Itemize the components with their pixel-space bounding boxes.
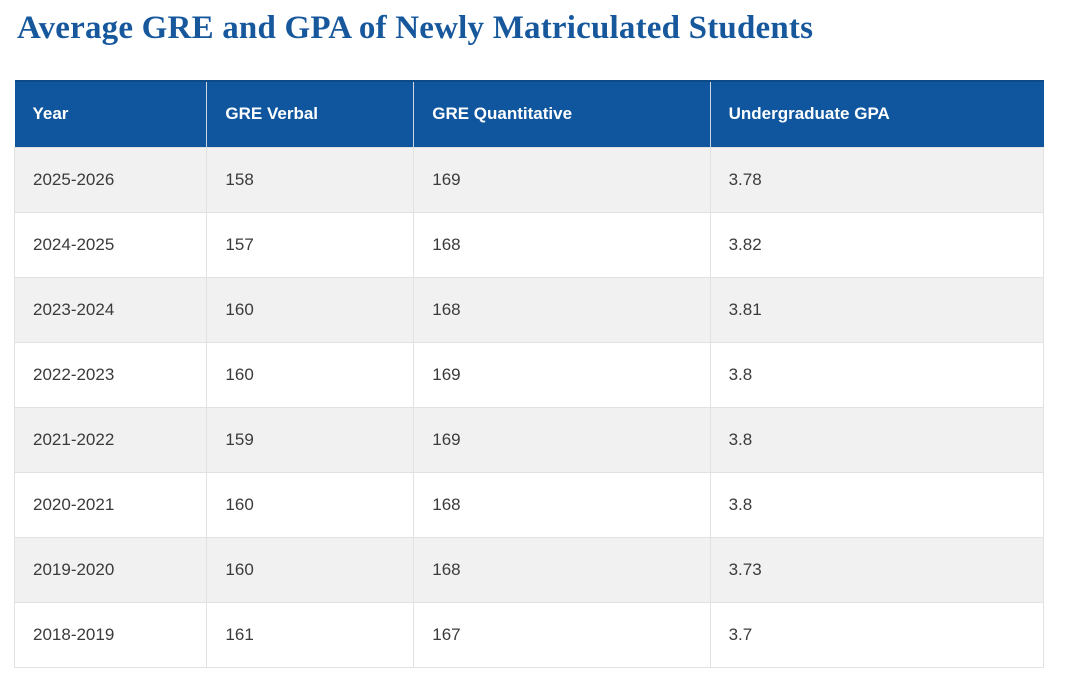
cell-undergraduate-gpa: 3.81	[709, 276, 1045, 343]
cell-year: 2019-2020	[13, 536, 208, 603]
cell-undergraduate-gpa: 3.8	[709, 471, 1045, 538]
cell-gre-quantitative: 169	[413, 406, 711, 473]
table-row: 2019-2020 160 168 3.73	[13, 536, 1045, 603]
column-header-year: Year	[14, 80, 207, 147]
cell-gre-quantitative: 169	[413, 146, 711, 213]
table-header-row: Year GRE Verbal GRE Quantitative Undergr…	[14, 80, 1044, 147]
cell-gre-quantitative: 167	[413, 601, 711, 668]
cell-undergraduate-gpa: 3.8	[709, 406, 1045, 473]
cell-gre-verbal: 157	[206, 211, 415, 278]
cell-gre-verbal: 160	[206, 341, 415, 408]
cell-year: 2020-2021	[13, 471, 208, 538]
cell-gre-quantitative: 169	[413, 341, 711, 408]
page-title: Average GRE and GPA of Newly Matriculate…	[17, 10, 814, 46]
cell-year: 2022-2023	[13, 341, 208, 408]
cell-undergraduate-gpa: 3.78	[709, 146, 1045, 213]
table-row: 2023-2024 160 168 3.81	[13, 276, 1045, 343]
column-header-gre-verbal: GRE Verbal	[206, 80, 414, 147]
column-header-gre-quantitative: GRE Quantitative	[413, 80, 711, 147]
cell-gre-verbal: 160	[206, 471, 415, 538]
cell-year: 2018-2019	[13, 601, 208, 668]
cell-gre-quantitative: 168	[413, 536, 711, 603]
cell-gre-verbal: 160	[206, 536, 415, 603]
column-header-undergraduate-gpa: Undergraduate GPA	[709, 80, 1044, 147]
cell-gre-verbal: 160	[206, 276, 415, 343]
cell-gre-verbal: 159	[206, 406, 415, 473]
table-row: 2021-2022 159 169 3.8	[13, 406, 1045, 473]
cell-gre-quantitative: 168	[413, 211, 711, 278]
table-row: 2020-2021 160 168 3.8	[13, 471, 1045, 538]
cell-gre-verbal: 161	[206, 601, 415, 668]
gre-gpa-table: Year GRE Verbal GRE Quantitative Undergr…	[13, 80, 1045, 668]
cell-gre-quantitative: 168	[413, 471, 711, 538]
cell-undergraduate-gpa: 3.8	[709, 341, 1045, 408]
cell-undergraduate-gpa: 3.7	[709, 601, 1045, 668]
cell-gre-quantitative: 168	[413, 276, 711, 343]
table-row: 2024-2025 157 168 3.82	[13, 211, 1045, 278]
cell-year: 2023-2024	[13, 276, 208, 343]
table-row: 2025-2026 158 169 3.78	[13, 146, 1045, 213]
table-row: 2018-2019 161 167 3.7	[13, 601, 1045, 668]
cell-year: 2024-2025	[13, 211, 208, 278]
cell-year: 2021-2022	[13, 406, 208, 473]
cell-gre-verbal: 158	[206, 146, 415, 213]
cell-year: 2025-2026	[13, 146, 208, 213]
cell-undergraduate-gpa: 3.82	[709, 211, 1045, 278]
cell-undergraduate-gpa: 3.73	[709, 536, 1045, 603]
table-row: 2022-2023 160 169 3.8	[13, 341, 1045, 408]
